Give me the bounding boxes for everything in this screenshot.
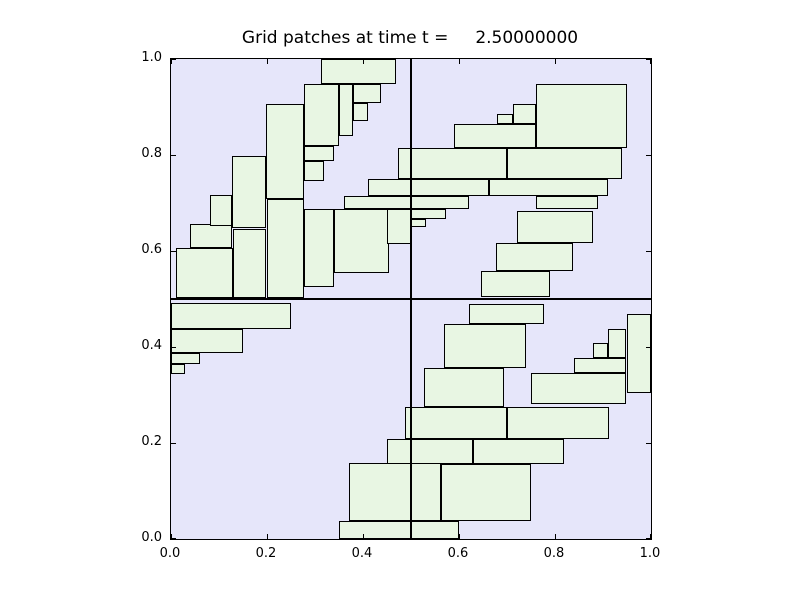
tick-mark bbox=[267, 534, 268, 539]
grid-patch bbox=[339, 84, 353, 136]
grid-patch bbox=[607, 329, 627, 358]
grid-patch bbox=[411, 209, 447, 220]
grid-patch bbox=[344, 195, 470, 210]
tick-mark bbox=[646, 59, 651, 60]
grid-patch bbox=[171, 364, 185, 375]
grid-patch bbox=[535, 195, 599, 210]
grid-patch bbox=[339, 521, 411, 539]
grid-patch bbox=[592, 342, 608, 358]
grid-patch bbox=[210, 195, 233, 226]
tick-mark bbox=[267, 59, 268, 64]
grid-patch bbox=[352, 102, 368, 121]
grid-patch bbox=[232, 155, 267, 228]
grid-patch bbox=[304, 84, 340, 146]
grid-patch bbox=[627, 314, 651, 393]
tick-mark bbox=[646, 347, 651, 348]
grid-patch bbox=[441, 464, 531, 521]
tick-mark bbox=[171, 538, 176, 539]
x-tick-label: 0.2 bbox=[255, 546, 277, 561]
tick-mark bbox=[171, 347, 176, 348]
grid-patch bbox=[171, 302, 291, 330]
grid-patch bbox=[507, 147, 623, 179]
tick-mark bbox=[646, 538, 651, 539]
tick-mark bbox=[171, 59, 176, 60]
grid-patch bbox=[472, 439, 565, 465]
tick-mark bbox=[363, 534, 364, 539]
tick-mark bbox=[555, 534, 556, 539]
x-tick-label: 0.6 bbox=[447, 546, 469, 561]
grid-patch bbox=[489, 179, 608, 196]
grid-patch bbox=[171, 352, 201, 365]
grid-patch bbox=[321, 59, 397, 85]
grid-patch bbox=[574, 357, 627, 373]
grid-patch bbox=[387, 209, 411, 245]
grid-patch bbox=[469, 304, 545, 325]
tick-mark bbox=[650, 534, 651, 539]
tick-mark bbox=[459, 59, 460, 64]
grid-patch bbox=[444, 324, 527, 368]
tick-mark bbox=[555, 59, 556, 64]
grid-patch bbox=[480, 271, 551, 297]
tick-mark bbox=[171, 534, 172, 539]
tick-mark bbox=[646, 155, 651, 156]
grid-patch bbox=[512, 103, 536, 125]
grid-patch bbox=[352, 84, 381, 103]
grid-patch bbox=[334, 209, 390, 273]
grid-patch bbox=[266, 104, 305, 200]
grid-patch bbox=[495, 242, 573, 272]
grid-patch bbox=[404, 407, 507, 440]
tick-mark bbox=[459, 534, 460, 539]
grid-patch bbox=[349, 462, 441, 521]
grid-patch bbox=[507, 407, 610, 440]
x-tick-label: 0.4 bbox=[351, 546, 373, 561]
y-tick-label: 0.2 bbox=[141, 434, 162, 449]
x-tick-label: 0.0 bbox=[159, 546, 181, 561]
x-tick-label: 1.0 bbox=[639, 546, 661, 561]
grid-patch bbox=[190, 224, 233, 249]
grid-patch bbox=[267, 199, 305, 299]
grid-patch bbox=[531, 372, 627, 405]
grid-patch bbox=[411, 219, 426, 228]
grid-patch bbox=[233, 229, 267, 299]
plot-area bbox=[170, 58, 652, 540]
grid-patch bbox=[454, 124, 536, 148]
grid-patch bbox=[497, 113, 513, 125]
y-tick-label: 0.8 bbox=[141, 146, 162, 161]
grid-patch bbox=[171, 329, 243, 353]
y-tick-label: 0.0 bbox=[141, 530, 162, 545]
grid-patch bbox=[535, 84, 627, 148]
grid-patch bbox=[175, 248, 234, 299]
level1-boundary-horizontal bbox=[171, 298, 651, 300]
grid-patch bbox=[367, 179, 490, 196]
x-tick-label: 0.8 bbox=[543, 546, 565, 561]
grid-patch bbox=[397, 147, 507, 179]
tick-mark bbox=[171, 443, 176, 444]
grid-patch bbox=[411, 521, 460, 539]
grid-patch bbox=[304, 161, 325, 181]
grid-patch bbox=[387, 439, 473, 465]
grid-patch bbox=[516, 211, 594, 243]
tick-mark bbox=[171, 59, 172, 64]
grid-patch bbox=[304, 145, 335, 162]
y-tick-label: 0.4 bbox=[141, 338, 162, 353]
tick-mark bbox=[171, 251, 176, 252]
tick-mark bbox=[650, 59, 651, 64]
grid-patch bbox=[424, 367, 505, 408]
y-tick-label: 0.6 bbox=[141, 242, 162, 257]
tick-mark bbox=[171, 155, 176, 156]
tick-mark bbox=[646, 443, 651, 444]
tick-mark bbox=[646, 251, 651, 252]
tick-mark bbox=[363, 59, 364, 64]
y-tick-label: 1.0 bbox=[141, 50, 162, 65]
chart-title: Grid patches at time t = 2.50000000 bbox=[241, 28, 579, 48]
grid-patch bbox=[304, 209, 335, 288]
